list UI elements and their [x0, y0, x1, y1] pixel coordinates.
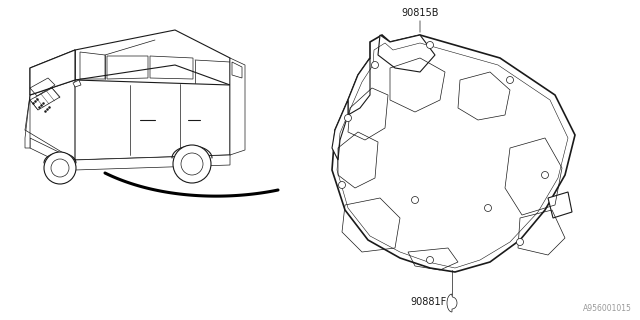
Polygon shape [30, 138, 75, 170]
Circle shape [426, 257, 433, 263]
Polygon shape [332, 100, 348, 160]
Text: 90881F: 90881F [411, 297, 447, 307]
Circle shape [484, 204, 492, 212]
Text: A956001015: A956001015 [583, 304, 632, 313]
Polygon shape [447, 294, 457, 312]
Polygon shape [75, 155, 230, 170]
Circle shape [173, 145, 211, 183]
Polygon shape [25, 95, 30, 148]
Circle shape [51, 159, 69, 177]
Circle shape [541, 172, 548, 179]
Polygon shape [75, 30, 230, 85]
Polygon shape [230, 58, 245, 155]
Circle shape [181, 153, 203, 175]
Circle shape [371, 61, 378, 68]
Circle shape [339, 181, 346, 188]
Polygon shape [30, 50, 75, 95]
Circle shape [412, 196, 419, 204]
Circle shape [44, 152, 76, 184]
Polygon shape [73, 80, 81, 87]
Polygon shape [75, 80, 230, 160]
Circle shape [426, 42, 433, 49]
Circle shape [506, 76, 513, 84]
Polygon shape [348, 58, 370, 115]
Polygon shape [332, 35, 575, 272]
Text: 90815B: 90815B [401, 8, 439, 18]
Polygon shape [30, 50, 75, 95]
Polygon shape [548, 192, 572, 218]
Circle shape [344, 115, 351, 122]
Polygon shape [378, 35, 435, 72]
Circle shape [516, 238, 524, 245]
